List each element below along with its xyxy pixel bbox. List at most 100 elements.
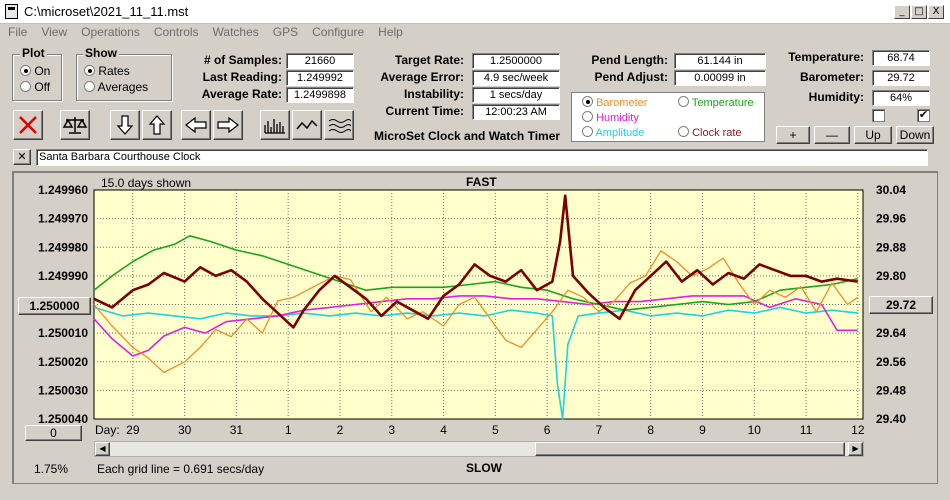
radio-dot [84, 81, 95, 92]
y-right-tick: 29.88 [876, 240, 906, 254]
multiwave-button[interactable] [324, 110, 354, 140]
balance-button[interactable] [60, 110, 90, 140]
scale-plus-button[interactable]: + [776, 126, 810, 144]
x-tick: 12 [851, 423, 865, 437]
x-tick: 2 [337, 423, 344, 437]
y-right-tick: 29.40 [876, 412, 906, 426]
y-left-tick: 1.249990 [38, 269, 88, 283]
environment-checkbox-2[interactable]: ✔ [917, 109, 930, 122]
menu-file[interactable]: File [8, 25, 28, 39]
x-tick: 30 [178, 423, 192, 437]
menu-configure[interactable]: Configure [312, 25, 365, 39]
right-arrow-button[interactable] [213, 110, 243, 140]
show-averages-label: Averages [97, 80, 149, 94]
histogram-button[interactable] [260, 110, 290, 140]
horizontal-scrollbar[interactable]: ◀ ▶ [94, 441, 864, 457]
bottom-left-button[interactable]: 0 [25, 425, 82, 441]
up-arrow-button[interactable] [142, 110, 172, 140]
plot-off-radio[interactable]: Off [20, 80, 50, 94]
menu-controls[interactable]: Controls [153, 25, 199, 39]
current-time-field: 12:00:23 AM [472, 104, 560, 120]
clock-name-field[interactable]: Santa Barbara Courthouse Clock [36, 149, 928, 166]
y-left-tick: 1.249970 [38, 212, 88, 226]
show-rates-label: Rates [98, 64, 130, 78]
x-tick: 5 [492, 423, 499, 437]
scale-minus-button[interactable]: — [814, 126, 850, 144]
radio-dot [582, 96, 593, 107]
radio-dot [84, 65, 95, 76]
menu-watches[interactable]: Watches [212, 25, 259, 39]
minimize-button[interactable]: _ [894, 5, 910, 19]
arrow-down-icon [116, 115, 134, 135]
series-barometer [93, 250, 859, 374]
legend-barometer[interactable]: Barometer [582, 96, 647, 109]
scroll-left-icon[interactable]: ◀ [95, 442, 110, 456]
histogram-icon [264, 119, 285, 134]
legend-amplitude[interactable]: Amplitude [582, 126, 644, 139]
y-right-tick: 29.80 [876, 269, 906, 283]
grid-note: Each grid line = 0.691 secs/day [97, 462, 265, 476]
average-error-label: Average Error: [380, 70, 464, 84]
temperature-field: 68.74 [872, 50, 930, 66]
average-rate-field: 1.2499898 [286, 87, 354, 103]
average-rate-label: Average Rate: [201, 87, 282, 101]
maximize-button[interactable]: □ [911, 5, 927, 19]
environment-checkbox-1[interactable] [872, 109, 885, 122]
legend-temperature[interactable]: Temperature [678, 96, 754, 109]
left-arrow-button[interactable] [181, 110, 211, 140]
close-button[interactable]: X [928, 5, 944, 19]
y-left-tick: 1.250040 [38, 412, 88, 426]
series-amplitude [93, 306, 858, 420]
pend-length-label: Pend Length: [591, 53, 668, 67]
wave-button[interactable] [292, 110, 322, 140]
menu-view[interactable]: View [41, 25, 68, 39]
y-right-tick: 29.48 [876, 383, 906, 397]
legend-humidity-label: Humidity [596, 112, 639, 124]
temperature-label: Temperature: [788, 50, 864, 64]
percent-label: 1.75% [34, 462, 69, 476]
humidity-label: Humidity: [808, 90, 864, 104]
show-rates-radio[interactable]: Rates [84, 64, 130, 78]
series-humidity [93, 295, 858, 357]
samples-label: # of Samples: [203, 53, 282, 67]
down-arrow-button[interactable] [110, 110, 140, 140]
arrow-left-icon [185, 116, 207, 134]
y-right-tick: 29.56 [876, 355, 906, 369]
arrow-up-icon [148, 115, 166, 135]
target-rate-field: 1.2500000 [472, 53, 560, 69]
legend-temperature-label: Temperature [691, 97, 754, 109]
show-group-label: Show [83, 46, 119, 60]
tick-labels: 1.249960 30.04 1.249970 29.96 1.249980 29.88 1… [38, 183, 906, 437]
left-value-button[interactable]: 1.250000 [18, 297, 91, 315]
legend-clock-rate[interactable]: Clock rate [678, 126, 742, 139]
scale-down-button[interactable]: Down [896, 126, 934, 144]
menu-bar: File View Operations Controls Watches GPS Conf… [0, 24, 950, 42]
y-left-tick: 1.250030 [38, 383, 88, 397]
plot-on-label: On [34, 64, 51, 78]
barometer-label: Barometer: [799, 70, 864, 84]
legend-clock-rate-label: Clock rate [692, 127, 742, 139]
right-value-button[interactable]: 29.72 [869, 296, 933, 314]
radio-dot [20, 65, 31, 76]
scale-up-button[interactable]: Up [854, 126, 892, 144]
plot-off-label: Off [34, 80, 51, 94]
legend-box: Barometer Temperature Humidity Amplitude… [571, 92, 765, 142]
fast-label: FAST [466, 175, 497, 189]
plot-on-radio[interactable]: On [20, 64, 50, 78]
show-averages-radio[interactable]: Averages [84, 80, 148, 94]
menu-operations[interactable]: Operations [81, 25, 140, 39]
legend-barometer-label: Barometer [596, 97, 648, 109]
scroll-thumb[interactable] [535, 442, 845, 456]
legend-humidity[interactable]: Humidity [582, 111, 639, 124]
scroll-right-icon[interactable]: ▶ [848, 442, 863, 456]
menu-help[interactable]: Help [378, 25, 403, 39]
average-error-field: 4.9 sec/week [472, 70, 560, 86]
menu-gps[interactable]: GPS [272, 25, 299, 39]
radio-dot [678, 126, 689, 137]
clear-clock-button[interactable]: ✕ [13, 149, 31, 165]
app-caption: MicroSet Clock and Watch Timer [374, 129, 561, 143]
multi-wave-icon [328, 119, 351, 133]
radio-dot [678, 96, 689, 107]
x-tick: 4 [440, 423, 447, 437]
stop-button[interactable] [13, 110, 43, 140]
